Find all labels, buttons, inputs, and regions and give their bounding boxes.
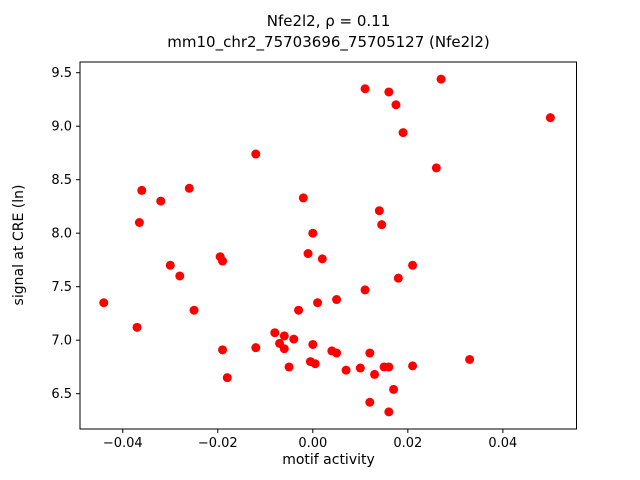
data-point (341, 365, 351, 375)
y-tick-label: 6.5 (51, 387, 72, 402)
y-tick-label: 8.0 (51, 227, 72, 242)
axes-frame (79, 61, 577, 430)
data-point (270, 328, 280, 338)
data-point (137, 185, 147, 195)
data-point (389, 384, 399, 394)
y-tick-label: 9.5 (51, 66, 72, 81)
y-tick-label: 9.0 (51, 120, 72, 135)
x-tick-label: −0.02 (198, 436, 238, 451)
chart-title-line1: Nfe2l2, ρ = 0.11 (266, 12, 391, 30)
data-point (303, 249, 313, 259)
data-point (332, 295, 342, 305)
data-point (218, 345, 228, 355)
x-tick-label: 0.04 (488, 436, 517, 451)
data-point (99, 298, 109, 308)
data-point (175, 271, 185, 281)
data-point (298, 193, 308, 203)
data-point (313, 298, 323, 308)
data-point (393, 273, 403, 283)
data-point (374, 206, 384, 216)
y-tick-label: 7.5 (51, 280, 72, 295)
data-point (384, 87, 394, 97)
data-point (360, 84, 370, 94)
data-point (355, 363, 365, 373)
data-point (332, 348, 342, 358)
data-point (284, 362, 294, 372)
x-tick-label: 0.00 (298, 436, 327, 451)
data-point (132, 322, 142, 332)
data-point (398, 128, 408, 138)
data-point (384, 407, 394, 417)
data-point (189, 305, 199, 315)
data-point (465, 354, 475, 364)
data-point (360, 285, 370, 295)
chart-title-line2: mm10_chr2_75703696_75705127 (Nfe2l2) (167, 33, 490, 51)
data-point (184, 183, 194, 193)
data-point (408, 260, 418, 270)
data-point (384, 362, 394, 372)
y-tick-label: 8.5 (51, 173, 72, 188)
data-point (156, 196, 166, 206)
data-point (370, 369, 380, 379)
data-point (294, 305, 304, 315)
data-point (545, 113, 555, 123)
x-tick-label: −0.04 (103, 436, 143, 451)
data-point (408, 361, 418, 371)
data-point (431, 163, 441, 173)
data-point (308, 228, 318, 238)
data-point (165, 260, 175, 270)
data-point (377, 220, 387, 230)
data-point (251, 149, 261, 159)
y-tick-label: 7.0 (51, 334, 72, 349)
data-point (436, 74, 446, 84)
data-point (222, 373, 232, 383)
data-point (279, 344, 289, 354)
data-point (218, 256, 228, 266)
data-point (391, 100, 401, 110)
data-point (365, 348, 375, 358)
data-point (289, 334, 299, 344)
data-point (310, 359, 320, 369)
data-point (134, 217, 144, 227)
y-axis-label: signal at CRE (ln) (11, 184, 27, 306)
x-axis-label: motif activity (282, 452, 375, 468)
x-tick-label: 0.02 (393, 436, 422, 451)
data-point (317, 254, 327, 264)
data-point (279, 331, 289, 341)
data-point (365, 397, 375, 407)
data-point (251, 343, 261, 353)
data-point (308, 339, 318, 349)
